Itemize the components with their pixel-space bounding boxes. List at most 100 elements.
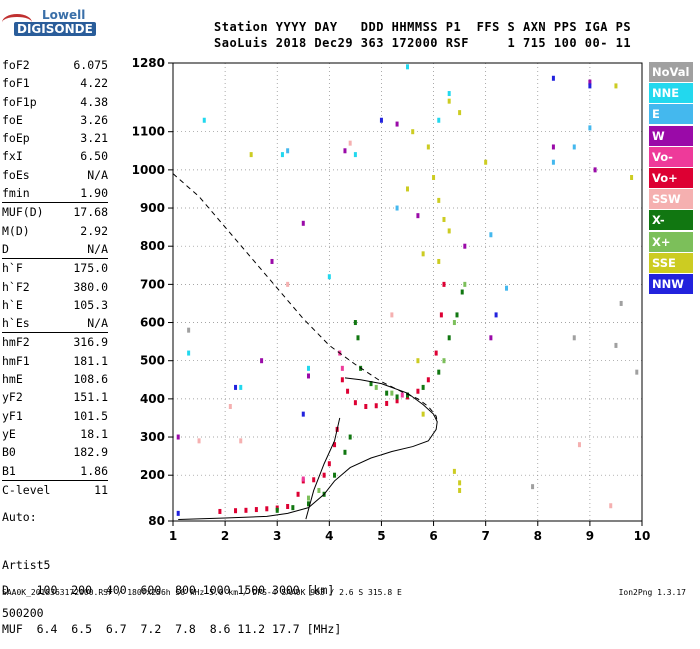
legend-item-ssw: SSW [649, 189, 693, 210]
param-row-hme: hmE 108.6 [2, 370, 108, 388]
data-point-sse [249, 152, 253, 158]
data-point-nnw [551, 75, 555, 81]
x-tick-label: 9 [586, 529, 594, 543]
data-point-noval [531, 484, 535, 490]
data-point-vo- [254, 507, 258, 513]
y-tick-label: 800 [140, 239, 165, 253]
param-value: 6.075 [73, 58, 108, 72]
data-point-ssw [228, 404, 232, 409]
y-tick-label: 700 [140, 277, 165, 291]
data-point-nnw [234, 384, 238, 390]
data-point-e [489, 232, 493, 238]
muf-row: MUF 6.4 6.5 6.7 7.2 7.8 8.6 11.2 17.7 [M… [2, 622, 342, 636]
param-label: foEs [2, 167, 30, 182]
data-point-x- [348, 434, 352, 440]
data-point-x- [374, 384, 378, 390]
data-point-sse [426, 144, 430, 150]
x-tick-label: 5 [377, 529, 385, 543]
data-point-e [572, 144, 576, 150]
data-point-vo- [340, 365, 344, 371]
data-point-vo- [364, 404, 368, 409]
x-tick-label: 2 [221, 529, 229, 543]
param-value: 4.38 [80, 94, 108, 109]
data-point-w [176, 434, 180, 440]
ionogram-chart: 1 2 3 4 5 6 7 8 9 10 80 200 300 400 500 600 700 800 900 100… [132, 56, 651, 543]
data-point-sse [416, 358, 420, 364]
legend-item-noval: NoVal [649, 62, 693, 82]
param-row-h-es: h`Es N/A [2, 314, 108, 332]
data-point-e [286, 148, 290, 154]
param-value: 182.9 [73, 445, 108, 460]
y-tick-label: 300 [140, 430, 165, 444]
param-row-yf1: yF1 101.5 [2, 407, 108, 425]
data-point-vo- [322, 472, 326, 478]
param-separator [2, 479, 108, 481]
data-point-x- [395, 394, 399, 400]
data-point-x- [275, 507, 279, 513]
param-value: 151.1 [73, 390, 108, 405]
legend-item-vo-: Vo+ [649, 167, 693, 188]
data-point-x- [333, 472, 337, 478]
legend-item-e: E [649, 104, 693, 125]
data-point-w [593, 167, 597, 173]
data-point-sse [421, 251, 425, 257]
param-value: N/A [87, 167, 108, 182]
header-row-1: Station YYYY DAY DDD HHMMSS P1 FFS S AXN… [214, 20, 632, 34]
data-point-sse [458, 487, 462, 493]
data-point-sse [406, 186, 409, 192]
x-tick-label: 1 [169, 529, 177, 543]
param-row-muf-d-: MUF(D) 17.68 [2, 203, 108, 221]
data-point-nne [202, 117, 206, 123]
param-row-fxi: fxI 6.50 [2, 147, 108, 165]
data-point-w [306, 373, 310, 379]
data-point-nne [327, 274, 331, 280]
param-row-h-f: h`F 175.0 [2, 259, 108, 277]
data-point-ssw [239, 438, 243, 444]
data-point-nne [447, 91, 451, 97]
data-point-vo- [218, 508, 222, 514]
data-point-x- [317, 487, 321, 493]
data-point-sse [447, 228, 451, 234]
data-point-noval [187, 327, 191, 333]
param-row-yf2: yF2 151.1 [2, 388, 108, 406]
data-point-w [395, 121, 399, 127]
data-point-nnw [588, 83, 592, 89]
data-point-vo- [234, 508, 238, 514]
param-row-foep: foEp 3.21 [2, 129, 108, 147]
data-point-w [588, 79, 592, 85]
data-point-x- [460, 289, 464, 295]
param-label: hmF1 [2, 353, 30, 368]
param-separator [2, 258, 108, 260]
data-point-vo- [346, 388, 350, 394]
data-point-ssw [286, 281, 290, 287]
x-tick-label: 6 [429, 529, 437, 543]
param-value: 105.3 [73, 297, 108, 312]
f1-profile-line [305, 417, 341, 520]
param-label: B1 [2, 463, 16, 478]
y-tick-label: 1280 [132, 56, 165, 70]
param-row-ye: yE 18.1 [2, 425, 108, 443]
data-point-nne [187, 350, 191, 356]
data-point-e [505, 285, 509, 291]
data-point-vo- [374, 403, 378, 409]
data-point-w [551, 144, 555, 150]
data-point-ssw [348, 140, 352, 146]
data-point-vo- [353, 400, 357, 406]
data-point-nnw [494, 312, 498, 318]
param-label: foE [2, 112, 23, 127]
data-point-w [416, 213, 420, 219]
data-point-x- [406, 392, 409, 398]
legend-item-vo-: Vo- [649, 146, 693, 167]
data-point-sse [630, 175, 634, 180]
param-label: hmF2 [2, 335, 30, 350]
data-point-w [270, 258, 274, 264]
param-value: 1.90 [80, 186, 108, 201]
data-point-w [260, 358, 264, 364]
data-point-w [463, 243, 467, 249]
param-label: foF1p [2, 94, 37, 109]
param-label: fmin [2, 186, 30, 201]
data-point-e [551, 159, 555, 165]
y-tick-label: 500 [140, 354, 165, 368]
data-point-vo- [286, 503, 290, 509]
data-point-sse [614, 83, 618, 89]
